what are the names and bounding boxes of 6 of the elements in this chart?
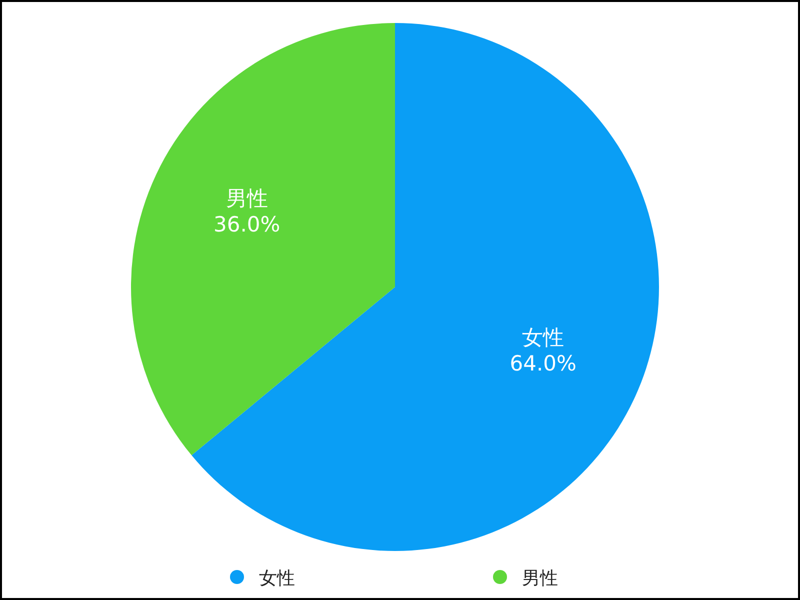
data-label: 36.0%: [214, 212, 280, 236]
slice-label: 女性: [522, 326, 564, 350]
legend-label: 男性: [522, 568, 558, 589]
slice-label: 男性: [226, 186, 268, 210]
legend-label: 女性: [259, 568, 295, 589]
data-label: 64.0%: [510, 352, 576, 376]
